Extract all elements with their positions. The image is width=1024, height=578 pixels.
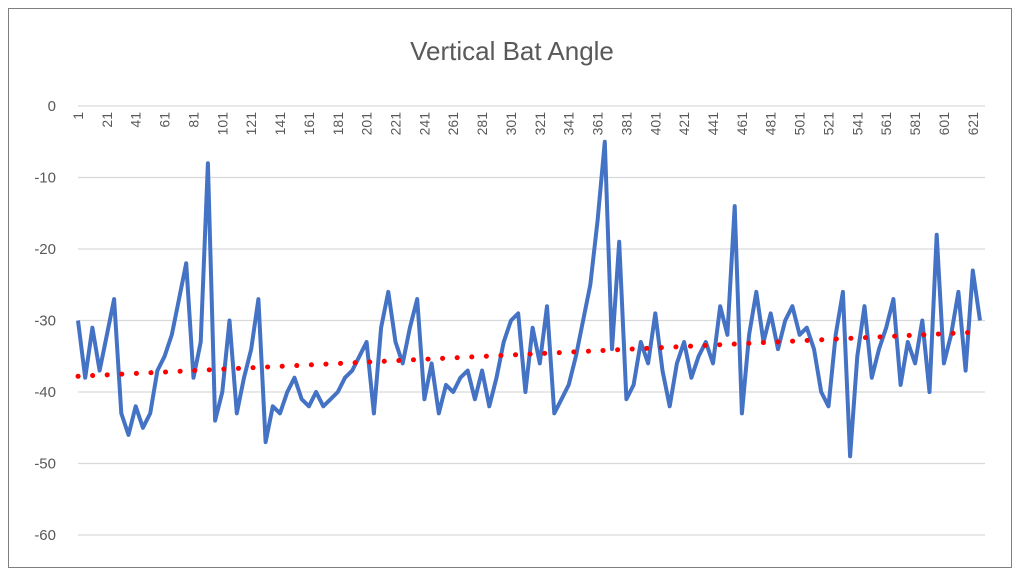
y-tick-label: -50	[34, 456, 56, 473]
y-tick-label: -30	[34, 313, 56, 330]
x-tick-label: 141	[272, 112, 288, 136]
chart-title: Vertical Bat Angle	[410, 36, 614, 66]
x-tick-label: 21	[99, 112, 115, 128]
x-tick-label: 481	[763, 112, 779, 136]
x-tick-label: 441	[705, 112, 721, 136]
x-tick-label: 421	[676, 112, 692, 136]
x-tick-label: 321	[532, 112, 548, 136]
x-tick-label: 201	[359, 112, 375, 136]
x-tick-label: 581	[907, 112, 923, 136]
x-tick-label: 361	[590, 112, 606, 136]
y-tick-label: -10	[34, 170, 56, 187]
x-tick-label: 401	[647, 112, 663, 136]
chart-frame	[8, 8, 1012, 568]
y-tick-label: -20	[34, 241, 56, 258]
x-tick-label: 501	[792, 112, 808, 136]
y-tick-label: -40	[34, 384, 56, 401]
x-tick-label: 1	[70, 112, 86, 120]
x-tick-label: 241	[416, 112, 432, 136]
y-tick-label: -60	[34, 527, 56, 544]
x-tick-label: 41	[128, 112, 144, 128]
x-tick-label: 281	[474, 112, 490, 136]
x-tick-label: 381	[618, 112, 634, 136]
y-tick-label: 0	[48, 98, 56, 115]
x-tick-label: 161	[301, 112, 317, 136]
x-tick-label: 121	[243, 112, 259, 136]
x-tick-label: 261	[445, 112, 461, 136]
x-tick-label: 221	[388, 112, 404, 136]
trendline	[75, 329, 983, 379]
x-tick-label: 301	[503, 112, 519, 136]
x-tick-label: 101	[214, 112, 230, 136]
x-tick-label: 461	[734, 112, 750, 136]
x-tick-label: 521	[820, 112, 836, 136]
x-tick-label: 621	[965, 112, 981, 136]
x-tick-label: 341	[561, 112, 577, 136]
x-tick-label: 601	[936, 112, 952, 136]
x-tick-label: 181	[330, 112, 346, 136]
series-line	[76, 139, 982, 459]
x-tick-label: 81	[185, 112, 201, 128]
x-tick-label: 561	[878, 112, 894, 136]
x-tick-label: 61	[157, 112, 173, 128]
x-tick-label: 541	[849, 112, 865, 136]
